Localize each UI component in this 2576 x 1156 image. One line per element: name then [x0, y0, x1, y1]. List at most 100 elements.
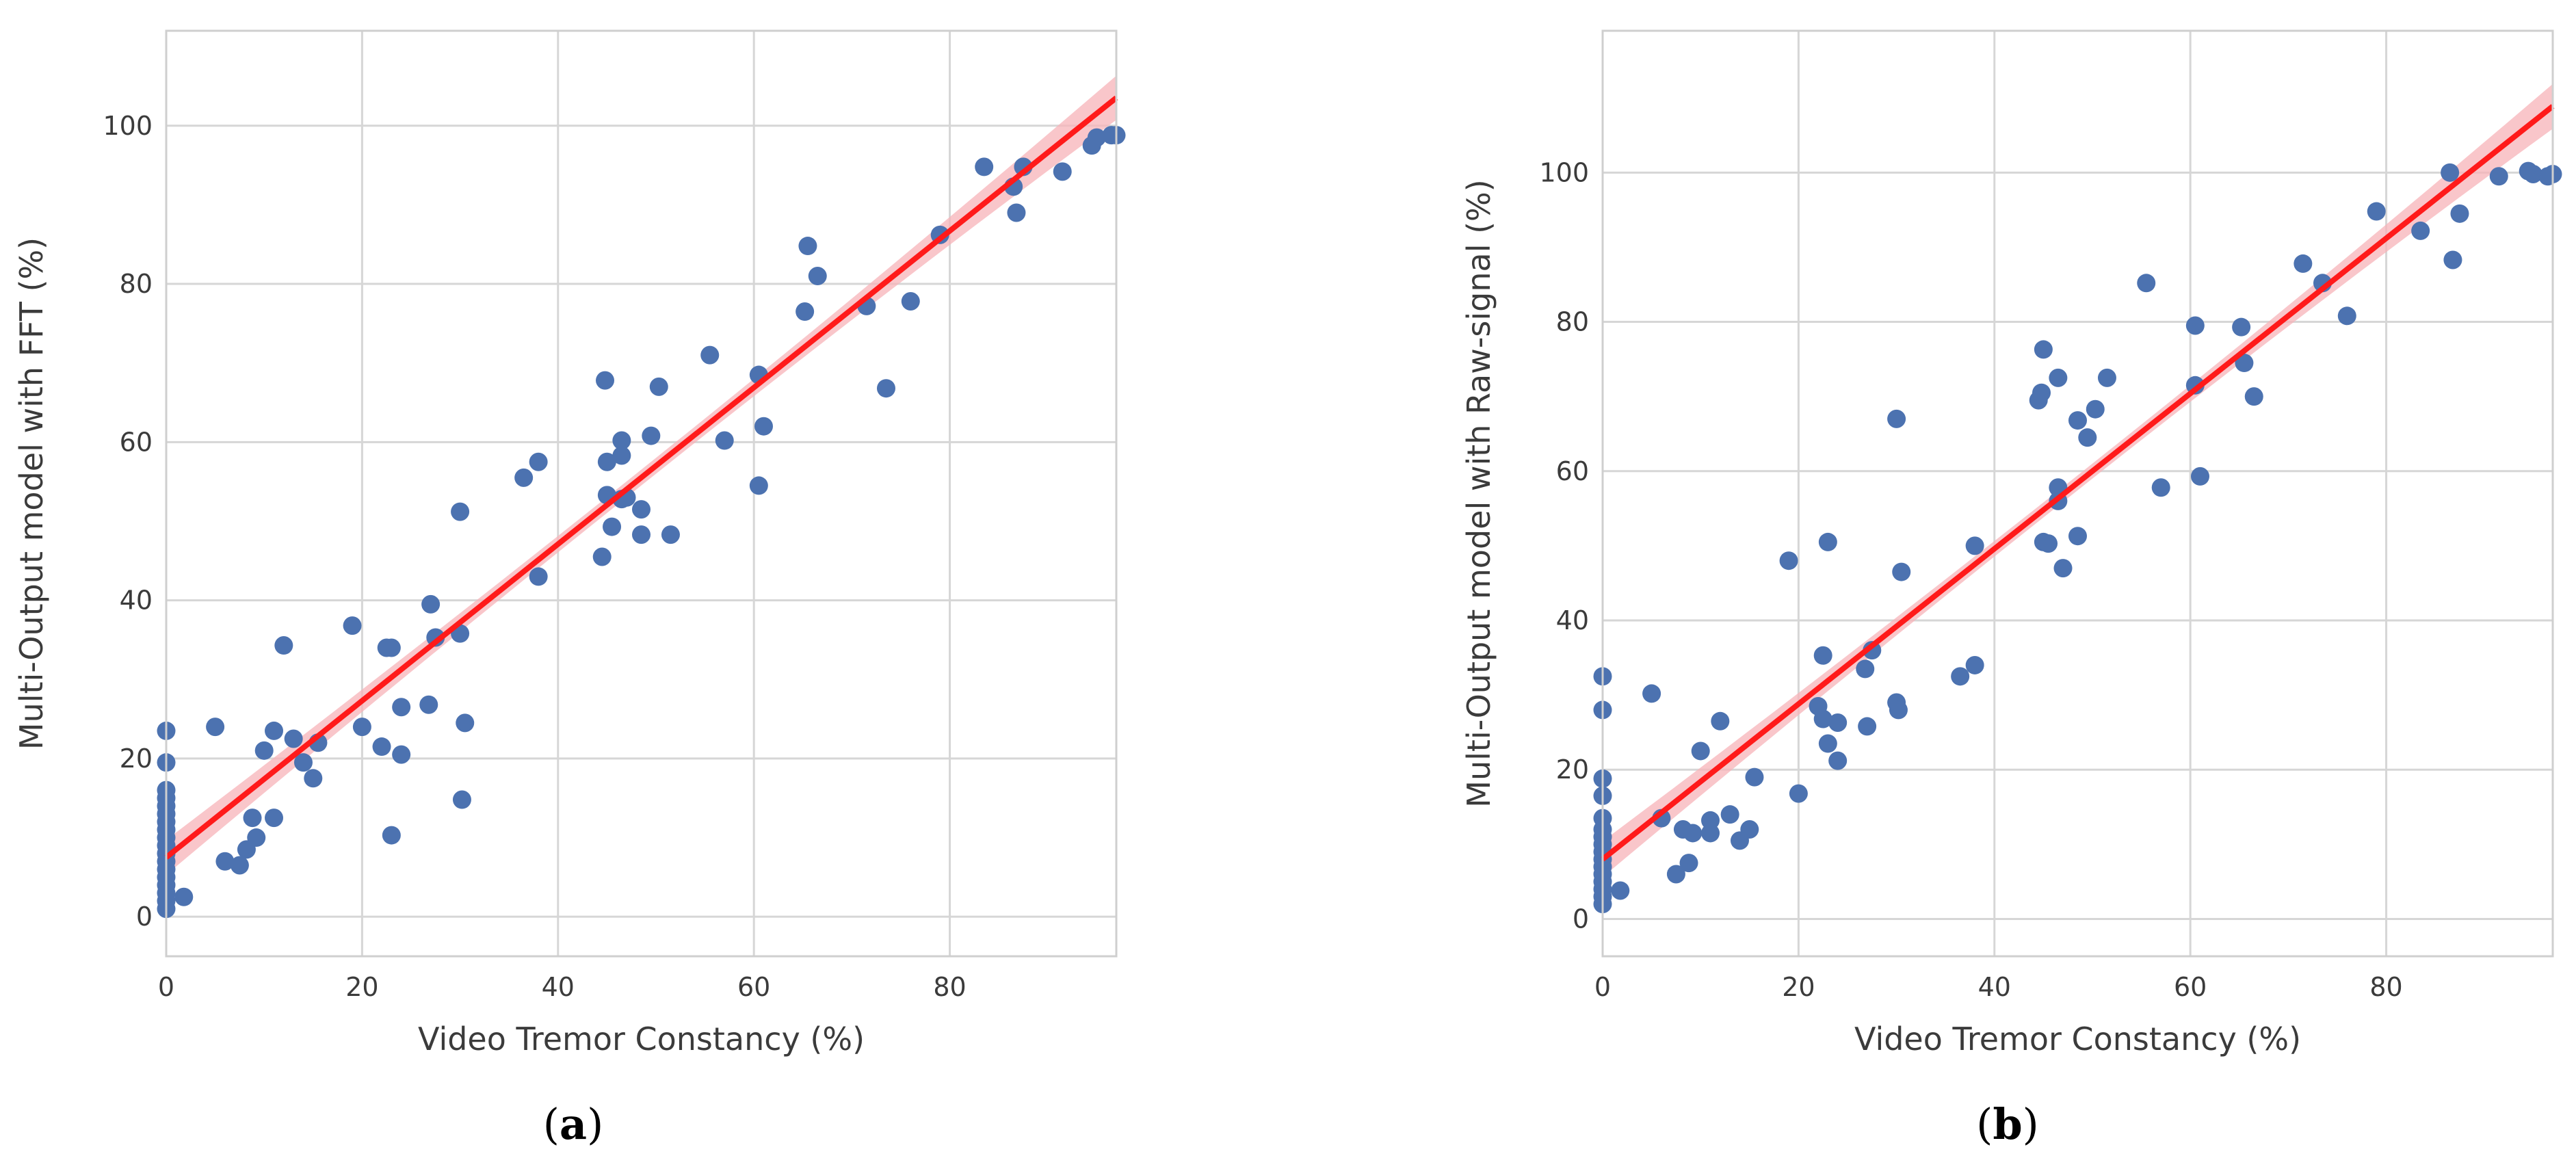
y-tick-label: 60: [120, 427, 153, 457]
data-point: [343, 616, 362, 635]
data-point: [1892, 562, 1911, 581]
data-point: [2489, 167, 2508, 186]
data-point: [754, 417, 773, 436]
panel-caption: (b): [1976, 1099, 2039, 1149]
data-point: [304, 769, 323, 788]
data-point: [632, 500, 650, 519]
y-tick-label: 0: [1573, 904, 1589, 934]
y-tick-label: 20: [120, 744, 153, 774]
x-tick-label: 20: [345, 972, 378, 1002]
data-point: [372, 737, 391, 757]
data-point: [382, 638, 401, 657]
y-tick-label: 100: [1539, 157, 1589, 187]
x-tick-label: 40: [542, 972, 575, 1002]
data-point: [2523, 164, 2542, 183]
data-point: [1889, 700, 1908, 720]
data-point: [1858, 717, 1877, 736]
data-point: [1642, 684, 1661, 703]
plot-frame: [1601, 29, 2554, 958]
data-point: [1087, 128, 1106, 147]
data-point: [2086, 399, 2105, 419]
data-point: [274, 636, 293, 655]
data-point: [901, 291, 920, 311]
data-point: [2367, 202, 2386, 221]
data-point: [254, 741, 274, 760]
x-tick-label: 20: [1782, 972, 1815, 1002]
data-point: [649, 377, 668, 396]
y-tick-labels: 0 20 40 60 80 100: [1539, 157, 1589, 934]
data-point: [1053, 162, 1072, 181]
data-point: [1679, 854, 1698, 873]
grid-lines: [1601, 31, 2553, 956]
data-point: [2294, 254, 2313, 273]
x-tick-labels: 0 20 40 60 80: [158, 972, 967, 1002]
data-point: [2032, 383, 2051, 402]
y-tick-label: 40: [120, 586, 153, 616]
data-point: [2443, 250, 2462, 270]
y-axis-label: Multi-Output model with Raw-signal (%): [1460, 179, 1497, 807]
y-tick-label: 0: [136, 902, 153, 932]
data-point: [421, 594, 441, 614]
data-point: [293, 753, 313, 772]
data-point: [798, 237, 817, 256]
y-tick-labels: 0 20 40 60 80 100: [103, 111, 153, 932]
data-point: [2049, 368, 2068, 387]
data-point: [1856, 659, 1875, 679]
data-point: [2337, 306, 2356, 326]
regression-line: [1601, 104, 2555, 862]
data-point: [1965, 655, 1984, 674]
regression-line-area: [164, 95, 1118, 860]
data-point: [1720, 805, 1739, 824]
data-point: [352, 718, 371, 737]
data-point: [2441, 163, 2460, 182]
data-point: [796, 302, 815, 321]
data-point: [392, 745, 411, 764]
y-tick-label: 80: [120, 269, 153, 299]
x-tick-label: 40: [1978, 972, 2011, 1002]
data-point: [661, 525, 680, 544]
data-point: [2137, 274, 2156, 293]
data-point: [529, 452, 548, 471]
data-point: [1828, 751, 1848, 770]
panel-b-raw-signal: 0 20 40 60 80 0 20 40 60 80 100 Video Tremor Cons…: [1460, 29, 2562, 1149]
y-tick-label: 20: [1556, 754, 1589, 785]
data-point: [2185, 316, 2205, 335]
x-tick-label: 80: [2369, 972, 2402, 1002]
data-point: [2450, 204, 2469, 223]
data-points: [1593, 161, 2562, 914]
data-point: [1828, 713, 1848, 732]
data-point: [597, 452, 616, 471]
data-point: [2411, 221, 2430, 240]
data-point: [2190, 467, 2209, 486]
data-point: [632, 525, 650, 544]
data-point: [1965, 536, 1984, 555]
y-tick-label: 40: [1556, 605, 1589, 635]
data-point: [749, 476, 768, 495]
data-point: [700, 345, 720, 365]
data-point: [452, 790, 471, 809]
data-point: [592, 547, 612, 566]
data-point: [612, 446, 631, 465]
axes-frame: [165, 29, 1118, 958]
data-point: [456, 713, 475, 733]
data-point: [596, 371, 615, 390]
data-point: [529, 567, 548, 586]
x-axis-label: Video Tremor Constancy (%): [418, 1021, 865, 1058]
data-point: [284, 729, 303, 748]
data-point: [265, 721, 284, 740]
x-tick-label: 60: [2174, 972, 2207, 1002]
data-point: [1887, 409, 1906, 428]
data-point: [2151, 478, 2170, 497]
data-point: [1951, 667, 1970, 686]
data-point: [2068, 527, 2087, 546]
data-point: [1863, 641, 1882, 660]
data-point: [1779, 551, 1798, 570]
data-point: [1666, 865, 1685, 884]
data-point: [1711, 711, 1730, 731]
data-point: [1683, 824, 1703, 843]
data-point: [2068, 411, 2087, 430]
x-tick-label: 0: [1594, 972, 1611, 1002]
axes-frame: [1601, 29, 2554, 958]
data-point: [808, 266, 827, 285]
